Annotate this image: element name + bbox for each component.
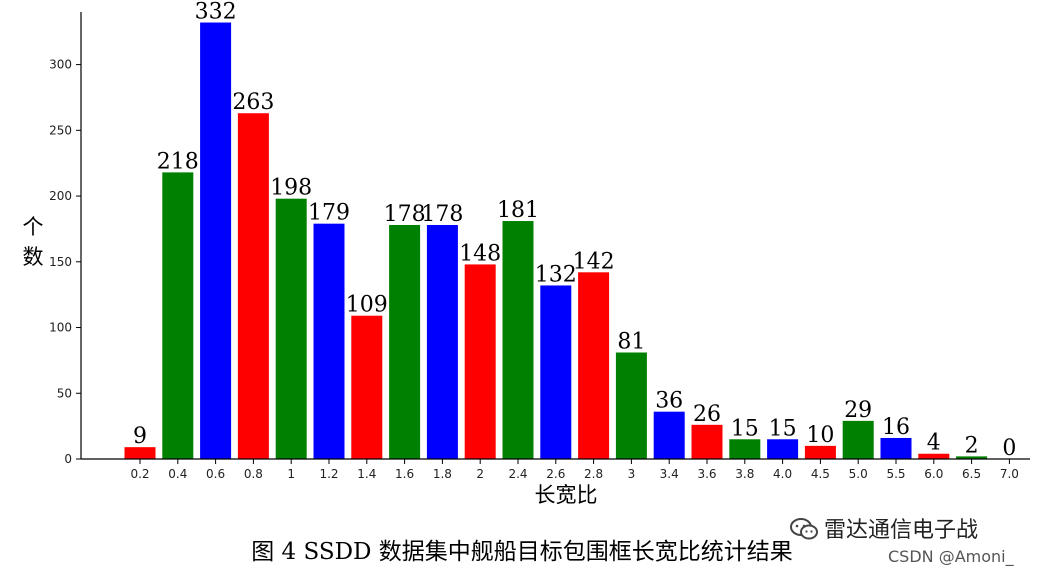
x-tick-label: 4.0 xyxy=(773,467,792,481)
bar xyxy=(956,456,988,459)
y-tick-label: 250 xyxy=(49,123,72,137)
x-tick-label: 1.2 xyxy=(319,467,338,481)
data-label: 16 xyxy=(882,415,910,440)
bar xyxy=(200,22,232,460)
data-label: 81 xyxy=(617,330,645,355)
data-label: 332 xyxy=(195,0,237,25)
y-axis-title-char: 个 xyxy=(23,215,44,239)
x-tick-label: 3 xyxy=(628,467,636,481)
x-tick-label: 4.5 xyxy=(811,467,830,481)
data-label: 109 xyxy=(346,293,388,318)
x-tick-label: 0.4 xyxy=(168,467,187,481)
data-label: 0 xyxy=(1002,436,1016,461)
data-label: 178 xyxy=(421,202,463,227)
y-tick-label: 100 xyxy=(49,321,72,335)
data-label: 148 xyxy=(459,241,501,266)
y-tick-label: 0 xyxy=(64,452,72,466)
x-tick-label: 3.6 xyxy=(697,467,716,481)
watermark: 雷达通信电子战 xyxy=(790,512,978,544)
data-label: 29 xyxy=(844,398,872,423)
x-tick-label: 6.0 xyxy=(924,467,943,481)
data-label: 218 xyxy=(157,149,199,174)
x-tick-label: 0.8 xyxy=(244,467,263,481)
y-tick-label: 300 xyxy=(49,58,72,72)
x-tick-label: 1 xyxy=(287,467,295,481)
y-tick-label: 150 xyxy=(49,255,72,269)
bar xyxy=(804,445,836,459)
data-label: 26 xyxy=(693,402,721,427)
x-tick-label: 6.5 xyxy=(962,467,981,481)
y-axis-title: 个数 xyxy=(23,215,44,269)
x-tick-label: 2.8 xyxy=(584,467,603,481)
x-tick-label: 1.8 xyxy=(433,467,452,481)
data-label: 2 xyxy=(965,433,979,458)
bar xyxy=(464,264,496,459)
bar xyxy=(426,224,458,459)
data-label: 15 xyxy=(731,416,759,441)
data-label: 142 xyxy=(573,249,615,274)
x-tick-label: 0.6 xyxy=(206,467,225,481)
x-tick-label: 2.6 xyxy=(546,467,565,481)
bar xyxy=(918,453,950,459)
bar xyxy=(502,221,534,459)
data-label: 15 xyxy=(769,416,797,441)
bar xyxy=(124,447,156,459)
data-label: 4 xyxy=(927,431,941,456)
data-label: 9 xyxy=(133,424,147,449)
bar xyxy=(351,315,383,459)
y-tick-label: 200 xyxy=(49,189,72,203)
bar xyxy=(767,439,799,459)
bars xyxy=(124,22,988,460)
credit-text: CSDN @Amoni_ xyxy=(888,547,1014,566)
x-tick-label: 3.8 xyxy=(735,467,754,481)
y-axis-title-char: 数 xyxy=(23,245,44,269)
x-tick-label: 3.4 xyxy=(660,467,679,481)
data-label: 36 xyxy=(655,389,683,414)
data-label: 179 xyxy=(308,201,350,226)
x-tick-label: 1.4 xyxy=(357,467,376,481)
axes xyxy=(80,12,1030,460)
bar xyxy=(162,172,194,460)
x-tick-label: 2 xyxy=(476,467,484,481)
x-axis-ticks: 0.2 0.4 0.6 0.8 1 1.2 1.4 1.6 1.8 2 2.4 2.6 2.8 3 3.4 3… xyxy=(130,459,1019,481)
x-tick-label: 0.2 xyxy=(130,467,149,481)
data-label: 10 xyxy=(806,423,834,448)
watermark-text: 雷达通信电子战 xyxy=(824,518,979,543)
bar xyxy=(237,113,269,459)
bar xyxy=(653,411,685,459)
bar xyxy=(691,424,723,459)
y-axis-ticks: 0 50 100 150 200 250 300 xyxy=(49,58,81,466)
data-label: 198 xyxy=(270,176,312,201)
x-axis-title: 长宽比 xyxy=(535,483,598,507)
x-tick-label: 5.5 xyxy=(886,467,905,481)
bar xyxy=(842,420,874,459)
x-tick-label: 2.4 xyxy=(508,467,527,481)
data-label: 181 xyxy=(497,198,539,223)
y-tick-label: 50 xyxy=(57,386,72,400)
bar xyxy=(275,198,307,459)
bar xyxy=(313,223,345,459)
bar xyxy=(540,285,572,459)
x-tick-label: 7.0 xyxy=(1000,467,1019,481)
wechat-icon xyxy=(790,518,818,540)
bar xyxy=(729,439,761,459)
data-label: 178 xyxy=(384,202,426,227)
figure-caption: 图 4 SSDD 数据集中舰船目标包围框长宽比统计结果 xyxy=(251,539,793,565)
bar xyxy=(389,224,421,459)
x-tick-label: 1.6 xyxy=(395,467,414,481)
bar xyxy=(880,437,912,459)
x-tick-label: 5.0 xyxy=(849,467,868,481)
data-label: 263 xyxy=(232,90,274,115)
bar xyxy=(578,272,610,459)
bar xyxy=(615,352,647,459)
data-label: 132 xyxy=(535,262,577,287)
